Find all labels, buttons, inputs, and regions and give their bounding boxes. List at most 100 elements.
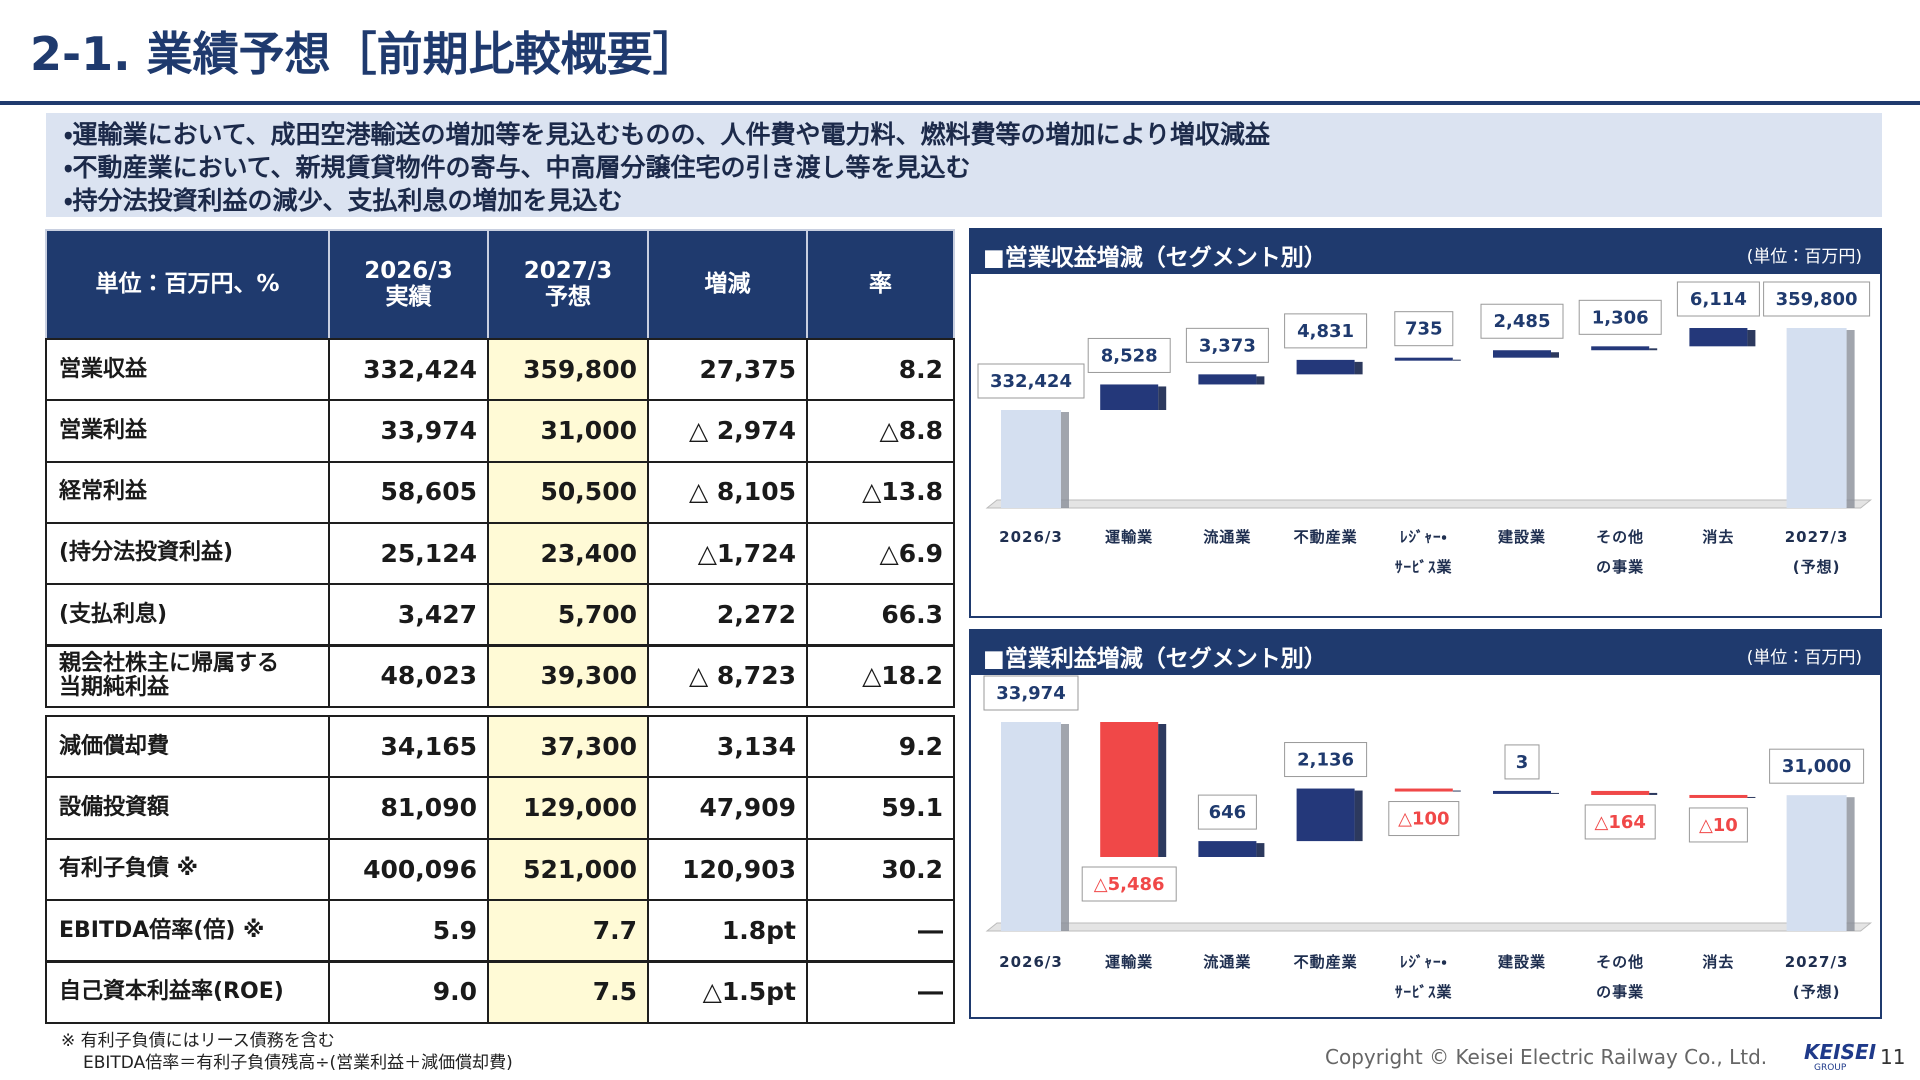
- table-cell: 9.2: [806, 715, 955, 779]
- plot-floor: [985, 499, 1873, 509]
- table-cell: 7.7: [487, 899, 649, 963]
- category-label: 消去: [1702, 953, 1735, 971]
- bar-side: [1551, 792, 1559, 794]
- value-label-box: [1676, 281, 1760, 317]
- bar: [1198, 841, 1257, 857]
- table-header-cell: 2027/3 予想: [487, 229, 649, 340]
- bar-side: [1649, 348, 1658, 351]
- value-label: 3: [1516, 752, 1529, 773]
- value-label: 1,306: [1592, 307, 1649, 328]
- chart-unit: (単位：百万円): [1746, 247, 1862, 267]
- value-label-box: [1584, 804, 1656, 840]
- table-cell: △ 8,723: [647, 644, 808, 708]
- bullet: ・運輸業において、成田空港輸送の増加等を見込むものの、人件費や電力料、燃料費等の…: [64, 120, 1271, 149]
- bar: [1394, 357, 1453, 361]
- title-rule: [0, 101, 1920, 105]
- bar: [1198, 374, 1257, 385]
- category-label: その他 の事業: [1596, 953, 1645, 1001]
- value-label: 31,000: [1782, 756, 1851, 777]
- bar-side: [1452, 790, 1461, 792]
- table-cell: 31,000: [487, 399, 649, 463]
- table-cell: △18.2: [806, 644, 955, 708]
- table-cell: 37,300: [487, 715, 649, 779]
- bar: [1591, 346, 1650, 351]
- bar-side: [1158, 386, 1167, 410]
- value-label-box: [1388, 801, 1460, 837]
- bar: [1100, 722, 1159, 857]
- bar: [1001, 410, 1061, 508]
- bar-side: [1846, 330, 1855, 508]
- value-label-box: [1769, 748, 1865, 784]
- bar-side: [1256, 376, 1265, 385]
- panel-header: ■営業収益増減（セグメント別） (単位：百万円): [971, 230, 1880, 274]
- value-label: 332,424: [990, 371, 1072, 392]
- bar: [1689, 794, 1748, 798]
- panel-header: ■営業利益増減（セグメント別） (単位：百万円): [971, 631, 1880, 675]
- logo-sub: GROUP: [1814, 1063, 1847, 1073]
- row-label: 親会社株主に帰属する 当期純利益: [45, 644, 330, 708]
- category-label: 建設業: [1497, 528, 1546, 546]
- chart-title: ■営業収益増減（セグメント別）: [983, 245, 1327, 271]
- category-label: 不動産業: [1293, 528, 1358, 546]
- value-label-box: [1087, 337, 1171, 373]
- value-label: 6,114: [1690, 289, 1747, 310]
- category-label: 不動産業: [1293, 953, 1358, 971]
- table-header-cell: 単位：百万円、%: [45, 229, 330, 340]
- bullet: ・不動産業において、新規賃貸物件の寄与、中高層分譲住宅の引き渡し等を見込む: [64, 153, 971, 182]
- table-cell: 39,300: [487, 644, 649, 708]
- value-label-box: [1284, 313, 1368, 349]
- bar-side: [1061, 724, 1069, 931]
- bar-side: [1256, 843, 1265, 857]
- bullet: ・持分法投資利益の減少、支払利息の増加を見込む: [64, 186, 623, 215]
- category-label: 建設業: [1497, 953, 1546, 971]
- table-cell: 521,000: [487, 837, 649, 902]
- value-label-box: [1688, 807, 1748, 843]
- bar-side: [1846, 797, 1855, 931]
- value-label: 735: [1405, 319, 1443, 340]
- table-header-cell: 率: [806, 229, 955, 340]
- slide-title: 2-1. 業績予想［前期比較概要］: [30, 27, 699, 81]
- value-label: △10: [1699, 815, 1738, 836]
- bar: [1100, 384, 1159, 410]
- bar: [1493, 790, 1551, 794]
- value-label-box: [983, 675, 1079, 711]
- bar: [1394, 788, 1453, 792]
- summary-box: ・運輸業において、成田空港輸送の増加等を見込むものの、人件費や電力料、燃料費等の…: [46, 113, 1882, 217]
- bar: [1786, 795, 1847, 931]
- value-label-box: [1197, 794, 1257, 830]
- chart-unit: (単位：百万円): [1746, 648, 1862, 668]
- row-label: 自己資本利益率(ROE): [45, 960, 330, 1024]
- category-label: 2026/3: [999, 953, 1063, 971]
- bar: [1296, 359, 1355, 375]
- value-label-box: [1480, 303, 1564, 339]
- category-label: 2026/3: [999, 528, 1063, 546]
- category-label: 運輸業: [1105, 528, 1154, 546]
- footnote: ※ 有利子負債にはリース債務を含む: [61, 1031, 335, 1051]
- bar-side: [1551, 352, 1559, 358]
- bar: [1001, 722, 1061, 931]
- page-number: 11: [1880, 1045, 1906, 1069]
- bar: [1296, 788, 1355, 842]
- bar-side: [1354, 790, 1363, 842]
- value-label: 33,974: [996, 683, 1065, 704]
- category-label: 流通業: [1203, 953, 1252, 971]
- table-cell: 59.1: [806, 776, 955, 840]
- value-label-box: [1081, 866, 1177, 902]
- value-label: △164: [1594, 812, 1645, 833]
- chart-title: ■営業利益増減（セグメント別）: [983, 646, 1327, 672]
- plot-floor: [985, 922, 1873, 932]
- value-label: 2,485: [1494, 311, 1551, 332]
- category-label: 流通業: [1203, 528, 1252, 546]
- bar-side: [1061, 412, 1069, 508]
- bar-side: [1747, 330, 1756, 347]
- copyright: Copyright © Keisei Electric Railway Co.,…: [1325, 1045, 1768, 1069]
- bar: [1786, 328, 1847, 508]
- category-label: ﾚｼﾞｬｰ・ ｻｰﾋﾞｽ業: [1395, 953, 1453, 1001]
- bar: [1493, 350, 1551, 358]
- bar-side: [1452, 359, 1461, 361]
- value-label: 4,831: [1297, 321, 1354, 342]
- value-label-box: [977, 363, 1085, 399]
- category-label: 消去: [1702, 528, 1735, 546]
